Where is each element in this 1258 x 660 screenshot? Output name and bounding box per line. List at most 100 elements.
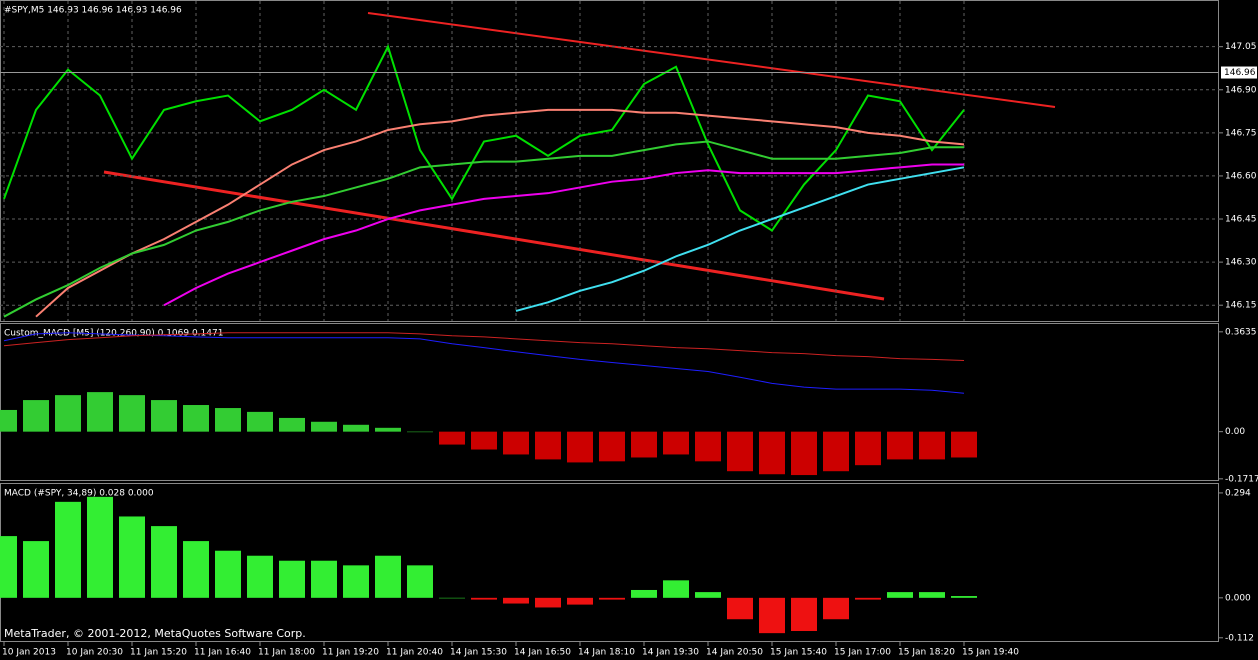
y-tick-label: -0.112: [1225, 633, 1254, 643]
y-tick-label: 0.294: [1225, 488, 1251, 498]
histogram-bar: [471, 431, 497, 450]
trend-line: [103, 170, 885, 301]
histogram-bar: [599, 597, 625, 600]
histogram-bar: [823, 431, 849, 472]
macd-title: MACD (#SPY, 34,89) 0.028 0.000: [4, 489, 154, 499]
histogram-bar: [23, 541, 49, 598]
main-panel: [0, 0, 1219, 322]
series-line: [3, 332, 965, 362]
histogram-bar: [567, 597, 593, 605]
x-tick-label: 14 Jan 19:30: [642, 648, 699, 658]
histogram-bar: [215, 408, 241, 432]
last-price-label: 146.96: [1224, 68, 1256, 78]
histogram-bar: [695, 592, 721, 598]
custom-macd-title: Custom_MACD [M5] (120,260,90) 0.1069 0.1…: [4, 329, 223, 339]
histogram-bar: [407, 431, 433, 433]
histogram-bar: [55, 501, 81, 598]
histogram-bar: [151, 526, 177, 598]
x-tick-label: 11 Jan 15:20: [130, 648, 187, 658]
y-tick-label: 146.90: [1225, 85, 1257, 95]
histogram-bar: [535, 597, 561, 608]
histogram-bar: [119, 395, 145, 432]
main-title: #SPY,M5 146.93 146.96 146.93 146.96: [4, 6, 182, 16]
histogram-bar: [503, 431, 529, 455]
y-tick-label: 146.60: [1225, 171, 1257, 181]
y-tick-label: 146.15: [1225, 301, 1257, 311]
histogram-bar: [535, 431, 561, 460]
histogram-bar: [375, 427, 401, 432]
histogram-bar: [247, 411, 273, 432]
histogram-bar: [471, 597, 497, 600]
histogram-bar: [183, 405, 209, 432]
histogram-bar: [55, 395, 81, 432]
y-tick-label: 0.00: [1225, 427, 1245, 437]
histogram-bar: [23, 400, 49, 432]
histogram-bar: [183, 541, 209, 598]
x-tick-label: 15 Jan 17:00: [834, 648, 891, 658]
histogram-bar: [919, 431, 945, 460]
histogram-bar: [503, 597, 529, 604]
histogram-bar: [695, 431, 721, 462]
histogram-bar: [375, 555, 401, 598]
histogram-bar: [855, 431, 881, 466]
histogram-bar: [887, 431, 913, 460]
x-tick-label: 15 Jan 18:20: [898, 648, 955, 658]
histogram-bar: [567, 431, 593, 463]
x-tick-label: 10 Jan 20:30: [66, 648, 123, 658]
x-tick-label: 11 Jan 20:40: [386, 648, 443, 658]
histogram-bar: [727, 431, 753, 472]
histogram-bar: [759, 597, 785, 634]
series-line: [515, 166, 965, 312]
histogram-bar: [311, 560, 337, 598]
histogram-bar: [279, 560, 305, 598]
x-tick-label: 14 Jan 20:50: [706, 648, 763, 658]
histogram-bar: [407, 565, 433, 598]
y-tick-label: 0.000: [1225, 593, 1251, 603]
histogram-bar: [951, 431, 977, 458]
x-tick-label: 11 Jan 19:20: [322, 648, 379, 658]
histogram-bar: [343, 565, 369, 598]
x-tick-label: 14 Jan 15:30: [450, 648, 507, 658]
x-tick-label: 15 Jan 19:40: [962, 648, 1019, 658]
histogram-bar: [599, 431, 625, 462]
x-tick-label: 11 Jan 16:40: [194, 648, 251, 658]
histogram-bar: [951, 596, 977, 598]
histogram-bar: [663, 580, 689, 598]
trend-line: [367, 12, 1056, 108]
series-line: [3, 44, 965, 232]
y-tick-label: -0.1717: [1225, 474, 1258, 484]
histogram-bar: [759, 431, 785, 475]
histogram-bar: [151, 400, 177, 432]
histogram-bar: [439, 597, 465, 599]
histogram-bar: [87, 496, 113, 598]
footer: MetaTrader, © 2001-2012, MetaQuotes Soft…: [4, 627, 306, 640]
histogram-bar: [119, 516, 145, 598]
custom-macd-panel: [0, 323, 1219, 481]
y-tick-label: 146.45: [1225, 215, 1257, 225]
histogram-bar: [439, 431, 465, 445]
histogram-bar: [215, 550, 241, 598]
x-tick-label: 14 Jan 18:10: [578, 648, 635, 658]
histogram-bar: [279, 417, 305, 432]
histogram-bar: [247, 555, 273, 598]
histogram-bar: [823, 597, 849, 620]
series-line: [3, 140, 964, 318]
histogram-bar: [343, 424, 369, 432]
histogram-bar: [631, 589, 657, 598]
histogram-bar: [0, 409, 17, 432]
histogram-bar: [0, 536, 17, 598]
histogram-bar: [631, 431, 657, 458]
series-line: [3, 332, 965, 394]
series-line: [35, 108, 965, 318]
histogram-bar: [791, 597, 817, 632]
last-price-box: [1221, 66, 1257, 79]
histogram-bar: [311, 421, 337, 432]
histogram-bar: [87, 392, 113, 432]
histogram-bar: [727, 597, 753, 620]
y-tick-label: 0.3635: [1225, 327, 1257, 337]
y-tick-label: 147.05: [1225, 42, 1257, 52]
histogram-bar: [919, 592, 945, 598]
y-tick-label: 146.75: [1225, 128, 1257, 138]
histogram-bar: [791, 431, 817, 476]
